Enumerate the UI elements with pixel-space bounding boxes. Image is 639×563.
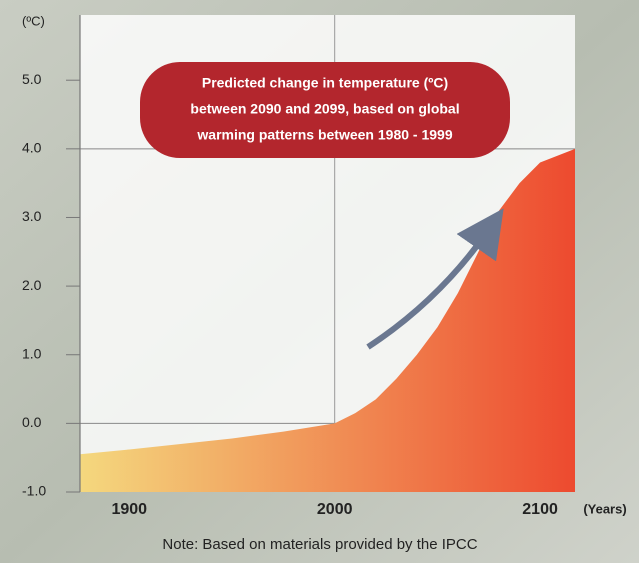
title-box xyxy=(140,62,510,158)
x-tick-label: 2000 xyxy=(317,501,353,518)
y-tick-label: 0.0 xyxy=(22,414,42,430)
chart-title: warming patterns between 1980 - 1999 xyxy=(196,127,452,143)
chart-title: Predicted change in temperature (ºC) xyxy=(202,75,448,91)
chart-title: between 2090 and 2099, based on global xyxy=(190,101,459,117)
y-tick-label: 5.0 xyxy=(22,71,42,87)
x-tick-label: 2100 xyxy=(522,501,558,518)
y-tick-label: -1.0 xyxy=(22,483,46,499)
y-axis-unit: (ºC) xyxy=(22,13,45,28)
x-tick-label: 1900 xyxy=(111,501,147,518)
x-axis-unit: (Years) xyxy=(583,501,626,516)
trend-arrow xyxy=(366,208,504,350)
area xyxy=(80,148,575,492)
y-tick-label: 3.0 xyxy=(22,208,42,224)
y-tick-label: 4.0 xyxy=(22,140,42,156)
note: Note: Based on materials provided by the… xyxy=(162,536,477,553)
y-tick-label: 2.0 xyxy=(22,277,42,293)
y-tick-label: 1.0 xyxy=(22,345,42,361)
